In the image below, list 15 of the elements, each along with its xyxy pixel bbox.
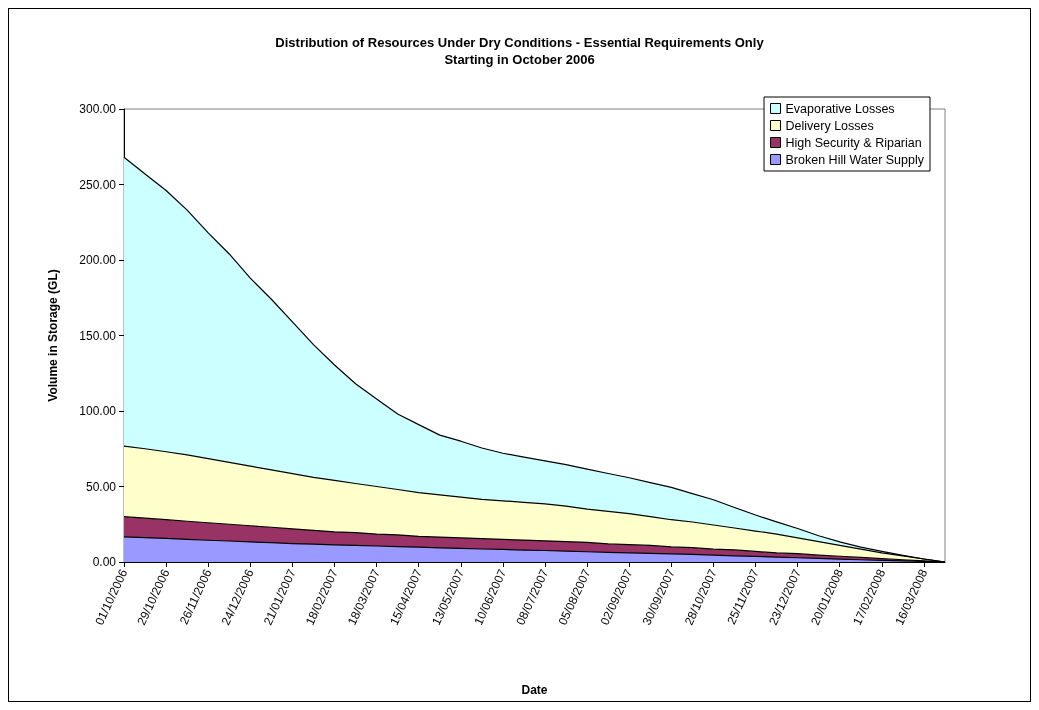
legend-label: Broken Hill Water Supply	[785, 152, 925, 167]
x-axis-title: Date	[521, 683, 548, 697]
y-tick-label: 250.00	[79, 177, 117, 192]
y-tick-label: 200.00	[79, 253, 117, 267]
y-tick-label: 100.00	[79, 404, 117, 418]
chart-subtitle: Starting in October 2006	[444, 52, 595, 67]
y-tick-label: 50.00	[85, 479, 117, 494]
y-axis-title: Volume in Storage (GL)	[46, 269, 60, 402]
y-tick-label: 0.00	[92, 555, 117, 569]
y-tick-label: 300.00	[79, 102, 117, 116]
legend-label: High Security & Riparian	[785, 135, 922, 150]
y-tick-label: 150.00	[79, 328, 117, 343]
legend-label: Evaporative Losses	[785, 101, 895, 116]
legend-label: Delivery Losses	[785, 118, 874, 133]
chart-title: Distribution of Resources Under Dry Conditions - Essential Requirements Only	[275, 35, 765, 50]
